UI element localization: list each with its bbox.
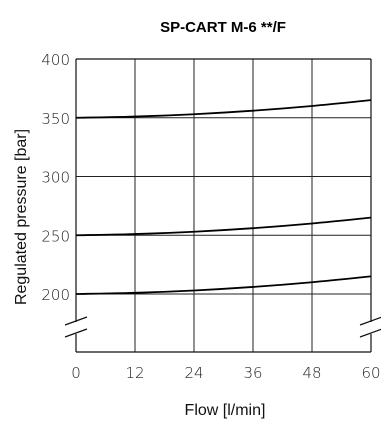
x-axis-label: Flow [l/min] — [185, 402, 266, 419]
y-tick-label: 250 — [41, 227, 70, 245]
y-axis-label: Regulated pressure [bar] — [13, 129, 30, 305]
chart-title: SP-CART M-6 **/F — [160, 19, 286, 36]
series-line-3 — [75, 275, 372, 295]
y-tick-label: 350 — [41, 110, 70, 128]
x-tick-label: 0 — [71, 364, 81, 382]
x-tick-label: 36 — [243, 364, 262, 382]
y-tick-label: 300 — [41, 169, 70, 187]
curve-layer — [75, 99, 372, 295]
y-tick-label: 200 — [41, 286, 70, 304]
axis-break-left-lower-stroke — [64, 328, 88, 338]
axis-break-right-lower-stroke — [359, 328, 381, 338]
tick-layer: 0 12 24 36 48 60 200 250 300 350 400 — [41, 51, 380, 382]
x-tick-label: 12 — [125, 364, 144, 382]
axis-break-right-upper-stroke — [359, 316, 381, 326]
axis-break-left-upper-stroke — [64, 316, 88, 326]
series-line-2 — [75, 216, 372, 237]
x-tick-label: 24 — [184, 364, 203, 382]
grid-layer — [64, 58, 381, 353]
x-tick-label: 60 — [361, 364, 380, 382]
series-line-1 — [75, 99, 372, 119]
y-tick-label: 400 — [41, 51, 70, 69]
x-tick-label: 48 — [302, 364, 321, 382]
